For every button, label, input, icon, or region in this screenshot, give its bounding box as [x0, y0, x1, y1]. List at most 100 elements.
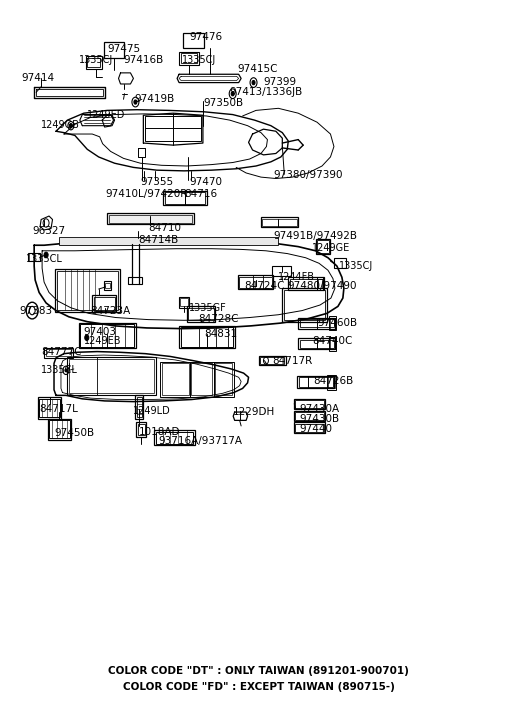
Text: 97355: 97355 — [141, 177, 174, 187]
Bar — [295, 400, 324, 408]
Text: 84716: 84716 — [184, 189, 217, 199]
Bar — [69, 358, 154, 393]
Bar — [327, 374, 336, 390]
Bar — [79, 323, 136, 348]
Text: 97430A: 97430A — [299, 404, 339, 414]
Bar — [179, 326, 235, 348]
Bar — [284, 290, 325, 320]
Text: 97476: 97476 — [189, 33, 222, 43]
Bar — [299, 377, 333, 387]
Text: 97413/1336JB: 97413/1336JB — [230, 88, 303, 97]
Text: 97440: 97440 — [299, 424, 332, 434]
Bar — [94, 297, 115, 311]
Text: 1229DH: 1229DH — [233, 407, 275, 417]
Text: 84724C: 84724C — [245, 281, 285, 291]
Bar — [156, 432, 193, 444]
Bar — [103, 42, 125, 58]
Text: 97403: 97403 — [84, 327, 117, 337]
Text: 84717L: 84717L — [39, 404, 78, 414]
Circle shape — [134, 100, 137, 104]
Text: 84728C: 84728C — [198, 314, 238, 324]
Text: 84723A: 84723A — [91, 306, 131, 316]
Bar — [290, 279, 323, 288]
Text: 84726B: 84726B — [313, 376, 353, 387]
Bar — [328, 376, 335, 388]
Bar — [329, 316, 336, 330]
Text: 97475: 97475 — [107, 43, 140, 54]
Text: 97380/97390: 97380/97390 — [273, 170, 343, 180]
Bar — [179, 52, 199, 64]
Bar — [330, 318, 335, 329]
Circle shape — [44, 252, 48, 258]
Bar — [318, 279, 322, 288]
Text: COLOR CODE "DT" : ONLY TAIWAN (891201-900701): COLOR CODE "DT" : ONLY TAIWAN (891201-90… — [108, 666, 409, 676]
Bar — [138, 424, 145, 435]
Bar — [103, 282, 111, 290]
Text: 1249LD: 1249LD — [133, 405, 171, 416]
Text: 1335GF: 1335GF — [189, 303, 227, 313]
Bar — [45, 350, 71, 356]
Bar — [187, 306, 215, 321]
Text: 97415C: 97415C — [238, 64, 278, 75]
Text: 1249GE: 1249GE — [312, 243, 351, 253]
Text: 84831: 84831 — [204, 329, 237, 340]
Bar — [183, 33, 204, 48]
Circle shape — [65, 369, 67, 371]
Bar — [180, 298, 188, 306]
Bar — [272, 266, 291, 276]
Bar — [334, 258, 346, 268]
Text: 96327: 96327 — [33, 227, 66, 236]
Text: 84777C: 84777C — [41, 347, 82, 357]
Bar — [317, 240, 329, 253]
Circle shape — [85, 335, 89, 340]
Bar — [180, 327, 233, 347]
Text: 1249EB: 1249EB — [84, 336, 121, 346]
Bar — [109, 214, 192, 223]
Bar — [39, 399, 60, 417]
Text: 1335CJ: 1335CJ — [339, 261, 373, 271]
Circle shape — [252, 80, 255, 85]
Bar — [180, 54, 197, 63]
Bar — [263, 219, 297, 226]
Bar — [107, 214, 194, 224]
Bar — [298, 318, 336, 329]
Bar — [297, 376, 334, 388]
Bar — [300, 340, 334, 348]
Bar — [282, 288, 327, 321]
Text: 97350B: 97350B — [203, 98, 243, 108]
Bar — [104, 283, 110, 288]
Bar — [188, 308, 214, 320]
Bar — [38, 397, 62, 419]
Bar — [137, 397, 142, 417]
Bar — [28, 253, 40, 261]
Text: 97470: 97470 — [189, 177, 222, 187]
Text: 1244FB: 1244FB — [278, 272, 315, 282]
Bar — [191, 363, 212, 395]
Bar — [315, 239, 330, 254]
Bar — [57, 271, 117, 310]
Bar — [163, 191, 207, 205]
Bar — [190, 362, 214, 397]
Bar — [294, 423, 325, 433]
Text: 97414: 97414 — [21, 73, 54, 83]
Bar — [86, 56, 102, 69]
Bar — [298, 338, 336, 350]
Bar — [329, 337, 336, 351]
Bar — [44, 348, 73, 358]
Bar — [288, 277, 324, 290]
Text: 84740C: 84740C — [312, 336, 353, 346]
Bar — [295, 412, 324, 420]
Text: 1335CJ: 1335CJ — [181, 55, 216, 65]
Text: 97383: 97383 — [19, 306, 52, 316]
Bar — [294, 411, 325, 421]
Circle shape — [231, 92, 234, 96]
Bar — [238, 275, 273, 289]
Bar — [154, 430, 195, 445]
Bar — [80, 324, 134, 347]
Text: 97416B: 97416B — [124, 55, 164, 65]
Text: 97410L/97420R: 97410L/97420R — [105, 189, 188, 199]
Bar — [92, 295, 116, 312]
Bar — [330, 338, 335, 350]
Text: 97450B: 97450B — [54, 428, 94, 438]
Bar — [215, 363, 232, 395]
